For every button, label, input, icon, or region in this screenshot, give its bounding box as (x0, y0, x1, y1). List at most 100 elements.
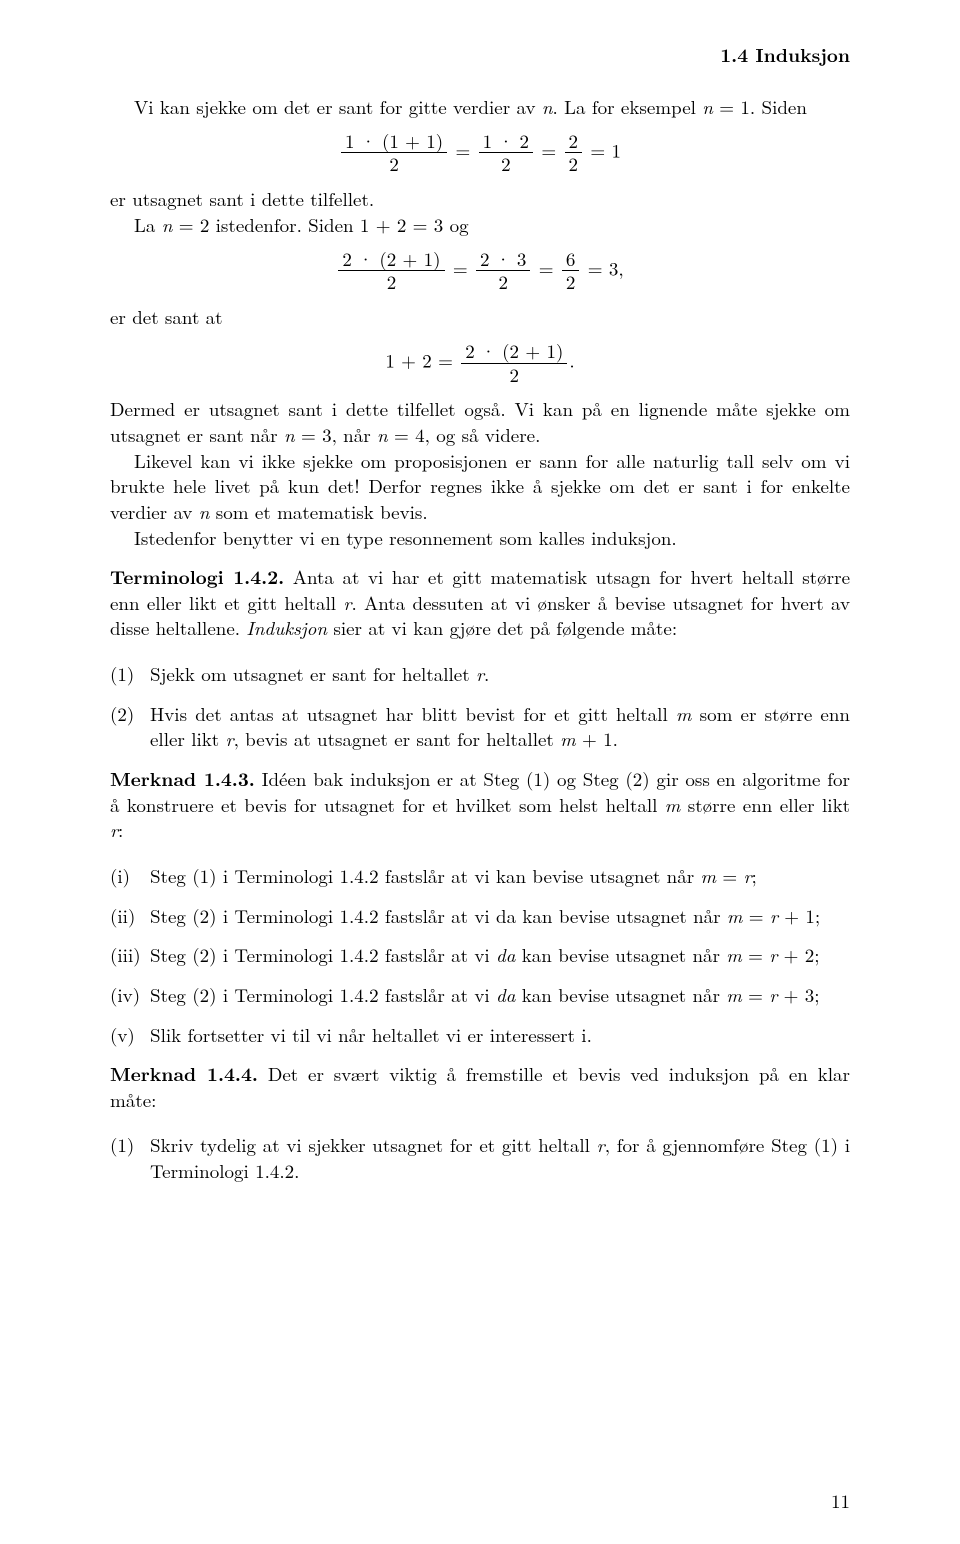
list-marker: (v) (110, 1022, 150, 1048)
var-m: m (726, 981, 742, 1008)
page-number: 11 (831, 1487, 850, 1514)
text: = 4, og så videre. (388, 421, 541, 448)
term-label: Terminologi 1.4.2. (110, 562, 284, 590)
text: Skriv tydelig at vi sjekker utsagnet for… (150, 1131, 597, 1158)
text: . (484, 660, 489, 687)
text: + 1; (778, 902, 820, 929)
text: kan bevise utsagnet når (515, 981, 726, 1008)
eq-den: 2 (565, 153, 583, 176)
text: Steg (2) i Terminologi 1.4.2 fastslår at… (150, 941, 496, 968)
text: , bevis at utsagnet er sant for heltalle… (234, 725, 561, 752)
text: Steg (2) i Terminologi 1.4.2 fastslår at… (150, 981, 496, 1008)
var-r: r (597, 1131, 605, 1158)
text: Steg (1) i Terminologi 1.4.2 fastslår at… (150, 862, 701, 889)
var-n: n (162, 211, 173, 238)
text: sier at vi kan gjøre det på følgende måt… (327, 614, 677, 641)
eq-lhs: 1 + 2 = (385, 346, 453, 373)
paragraph-5: Likevel kan vi ikke sjekke om proposisjo… (110, 448, 850, 525)
list-item: (1)Skriv tydelig at vi sjekker utsagnet … (110, 1132, 850, 1183)
text: = (716, 862, 743, 889)
paragraph-6: Istedenfor benytter vi en type resonneme… (110, 525, 850, 551)
eq-den: 2 (562, 271, 580, 294)
list-item: (i)Steg (1) i Terminologi 1.4.2 fastslår… (110, 863, 850, 889)
var-n: n (377, 421, 388, 448)
eq-den: 2 (338, 271, 444, 294)
text: Hvis det antas at utsagnet har blitt bev… (150, 700, 676, 727)
eq-den: 2 (476, 271, 530, 294)
list-marker: (1) (110, 1132, 150, 1158)
eq-tail: . (569, 346, 574, 373)
var-r: r (744, 862, 752, 889)
var-n: n (284, 421, 295, 448)
terminologi-142: Terminologi 1.4.2. Anta at vi har et git… (110, 564, 850, 641)
list-marker: (iv) (110, 982, 150, 1008)
list-2: (i)Steg (1) i Terminologi 1.4.2 fastslår… (110, 863, 850, 1047)
var-m: m (701, 862, 717, 889)
list-item: (iii)Steg (2) i Terminologi 1.4.2 fastsl… (110, 942, 850, 968)
paragraph-3: er det sant at (110, 304, 850, 330)
eq-den: 2 (479, 153, 533, 176)
list-1: (1)Sjekk om utsagnet er sant for heltall… (110, 661, 850, 752)
var-m: m (727, 902, 743, 929)
var-r: r (226, 725, 234, 752)
text: + 3; (777, 981, 819, 1008)
var-n: n (702, 93, 713, 120)
merknad-label: Merknad 1.4.4. (110, 1059, 258, 1087)
text: = 3, når (295, 421, 377, 448)
paragraph-4: Dermed er utsagnet sant i dette tilfelle… (110, 396, 850, 447)
emph: da (496, 941, 515, 968)
text: = (742, 941, 769, 968)
eq-result: 3, (609, 254, 624, 281)
merknad-label: Merknad 1.4.3. (110, 764, 255, 792)
text: Sjekk om utsagnet er sant for heltallet (150, 660, 476, 687)
var-m: m (665, 791, 681, 818)
text: = 2 istedenfor. Siden 1 + 2 = 3 og (172, 211, 468, 238)
section-header: 1.4 Induksjon (110, 40, 850, 68)
var-n: n (199, 498, 210, 525)
var-m: m (560, 725, 576, 752)
text: = (742, 981, 769, 1008)
text: større enn eller likt (680, 791, 850, 818)
text: . La for eksempel (553, 93, 703, 120)
merknad-143: Merknad 1.4.3. Idéen bak induksjon er at… (110, 766, 850, 843)
list-item: (iv)Steg (2) i Terminologi 1.4.2 fastslå… (110, 982, 850, 1008)
list-marker: (iii) (110, 942, 150, 968)
list-item: (ii)Steg (2) i Terminologi 1.4.2 fastslå… (110, 903, 850, 929)
text: Slik fortsetter vi til vi når heltallet … (150, 1021, 592, 1048)
list-marker: (1) (110, 661, 150, 687)
var-r: r (770, 902, 778, 929)
list-marker: (2) (110, 701, 150, 727)
text: = (742, 902, 769, 929)
var-r: r (110, 816, 118, 843)
merknad-144: Merknad 1.4.4. Det er svært viktig å fre… (110, 1061, 850, 1112)
list-item: (1)Sjekk om utsagnet er sant for heltall… (110, 661, 850, 687)
list-3: (1)Skriv tydelig at vi sjekker utsagnet … (110, 1132, 850, 1183)
text: + 1. (576, 725, 618, 752)
equation-3: 1 + 2 = 2 · (2 + 1)2. (110, 340, 850, 387)
equation-1: 1 · (1 + 1)2 = 1 · 22 = 22 = 1 (110, 130, 850, 177)
eq-den: 2 (461, 364, 567, 387)
text: La (134, 211, 162, 238)
var-m: m (676, 700, 692, 727)
paragraph-1: Vi kan sjekke om det er sant for gitte v… (110, 94, 850, 120)
eq-num: 2 · (2 + 1) (461, 340, 567, 364)
text: ; (752, 862, 757, 889)
var-r: r (476, 660, 484, 687)
text: : (118, 816, 123, 843)
text: + 2; (777, 941, 819, 968)
list-marker: (i) (110, 863, 150, 889)
paragraph-2b: La n = 2 istedenfor. Siden 1 + 2 = 3 og (110, 212, 850, 238)
term-emph: Induksjon (246, 614, 327, 641)
eq-result: 1 (611, 136, 621, 163)
text: Steg (2) i Terminologi 1.4.2 fastslår at… (150, 902, 727, 929)
eq-den: 2 (341, 153, 447, 176)
page: 1.4 Induksjon Vi kan sjekke om det er sa… (0, 0, 960, 1544)
text: som et matematisk bevis. (209, 498, 427, 525)
emph: da (496, 981, 515, 1008)
list-marker: (ii) (110, 903, 150, 929)
text: kan bevise utsagnet når (515, 941, 726, 968)
var-m: m (726, 941, 742, 968)
text: = 1. Siden (713, 93, 807, 120)
equation-2: 2 · (2 + 1)2 = 2 · 32 = 62 = 3, (110, 248, 850, 295)
text: Vi kan sjekke om det er sant for gitte v… (134, 93, 542, 120)
